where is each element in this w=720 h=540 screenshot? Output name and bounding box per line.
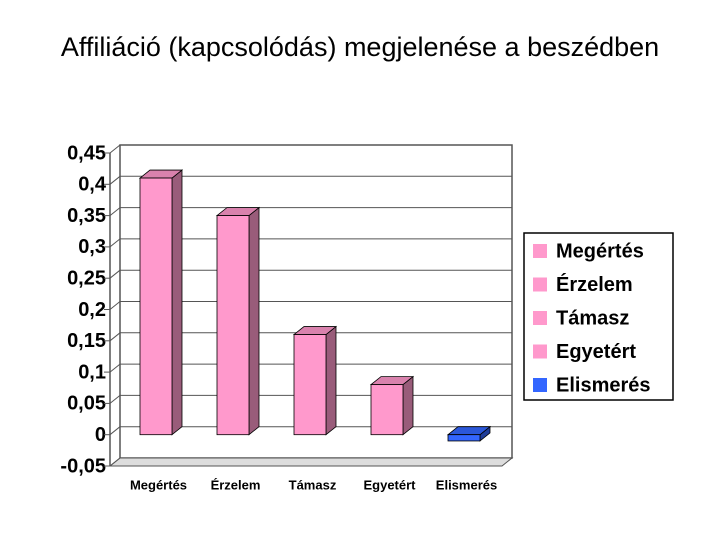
legend-label: Érzelem	[556, 273, 633, 296]
grid-diagonal	[109, 269, 121, 279]
grid-diagonal	[109, 457, 121, 467]
legend-label: Egyetért	[556, 341, 636, 363]
legend-swatch	[533, 344, 547, 359]
y-tick-label: 0,35	[67, 205, 106, 227]
x-tick-label: Egyetért	[363, 477, 416, 492]
grid-diagonal	[109, 395, 121, 404]
bar-side	[402, 375, 414, 436]
grid-diagonal	[109, 301, 121, 310]
legend-swatch	[533, 378, 547, 392]
grid-diagonal	[109, 332, 121, 342]
chart-title: Affiliáció (kapcsolódás) megjelenése a b…	[60, 32, 660, 62]
y-tick-label: 0,15	[67, 330, 106, 352]
bar	[139, 177, 173, 436]
y-tick-label: 0,45	[67, 142, 106, 164]
y-tick-label: -0,05	[60, 455, 106, 477]
legend-swatch	[533, 244, 547, 258]
y-tick-label: 0,1	[78, 361, 106, 383]
bar-side	[248, 206, 260, 436]
bar-side	[325, 325, 337, 436]
grid-diagonal	[109, 175, 121, 185]
x-tick-label: Megértés	[130, 477, 187, 492]
y-tick-label: 0,25	[67, 267, 106, 289]
grid-diagonal	[109, 426, 121, 436]
grid-diagonal	[109, 363, 121, 373]
bar	[293, 334, 327, 436]
y-tick-label: 0,2	[78, 299, 106, 321]
legend-box	[523, 232, 674, 401]
y-tick-label: 0,05	[67, 393, 106, 415]
y-tick-label: 0	[95, 424, 106, 446]
bar	[216, 215, 250, 436]
legend-swatch	[533, 277, 547, 292]
y-tick-label: 0,4	[78, 174, 107, 196]
legend-swatch	[533, 311, 547, 325]
legend-label: Elismerés	[556, 374, 651, 396]
x-tick-label: Érzelem	[211, 477, 261, 492]
grid-diagonal	[109, 144, 121, 154]
bar	[447, 434, 481, 442]
floor	[108, 457, 514, 467]
grid-diagonal	[109, 238, 121, 248]
y-tick-label: 0,3	[78, 236, 106, 258]
bar	[370, 384, 404, 436]
legend-label: Támasz	[556, 307, 629, 329]
legend-label: Megértés	[556, 240, 644, 262]
x-tick-label: Támasz	[289, 477, 337, 492]
x-tick-label: Elismerés	[436, 477, 497, 492]
grid-diagonal	[109, 207, 121, 216]
bar-side	[171, 169, 183, 436]
